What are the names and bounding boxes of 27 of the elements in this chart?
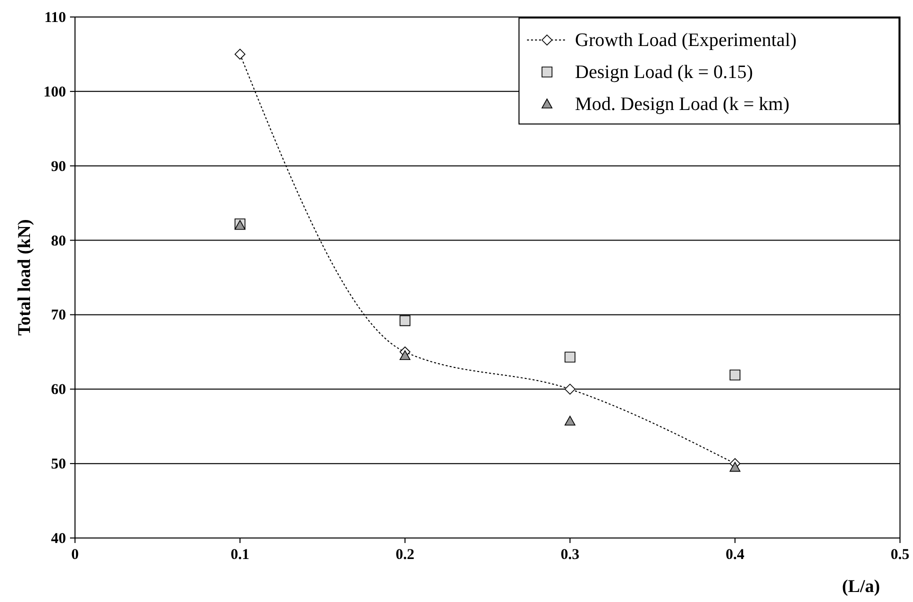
point [400, 315, 410, 326]
y-tick-label: 50 [51, 456, 66, 473]
y-tick-label: 40 [51, 531, 66, 547]
point [400, 350, 410, 360]
point [730, 370, 740, 380]
legend-label: Mod. Design Load (k = km) [575, 94, 790, 115]
point [730, 462, 740, 472]
point [564, 352, 576, 363]
y-tick-label: 110 [44, 10, 66, 26]
y-tick-label: 80 [51, 233, 66, 250]
x-tick-label: 0 [71, 547, 79, 563]
x-tick-label: 0.1 [230, 547, 250, 563]
x-tick-label: 0.4 [726, 547, 745, 563]
y-tick-label: 90 [51, 158, 66, 175]
y-tick-label: 70 [51, 308, 66, 324]
point [564, 416, 576, 426]
y-axis-title: Total load (kN) [14, 219, 34, 336]
x-tick-label: 0.5 [890, 547, 910, 563]
x-tick-label: 0.3 [560, 547, 580, 563]
legend-label: Growth Load (Experimental) [575, 30, 797, 51]
y-tick-label: 60 [51, 382, 66, 398]
point [234, 48, 246, 60]
x-axis-title: (L/a) [842, 576, 880, 596]
y-tick-label: 100 [44, 84, 66, 100]
point [564, 384, 576, 395]
x-tick-label: 0.2 [396, 547, 414, 563]
legend-label: Design Load (k = 0.15) [575, 62, 753, 83]
